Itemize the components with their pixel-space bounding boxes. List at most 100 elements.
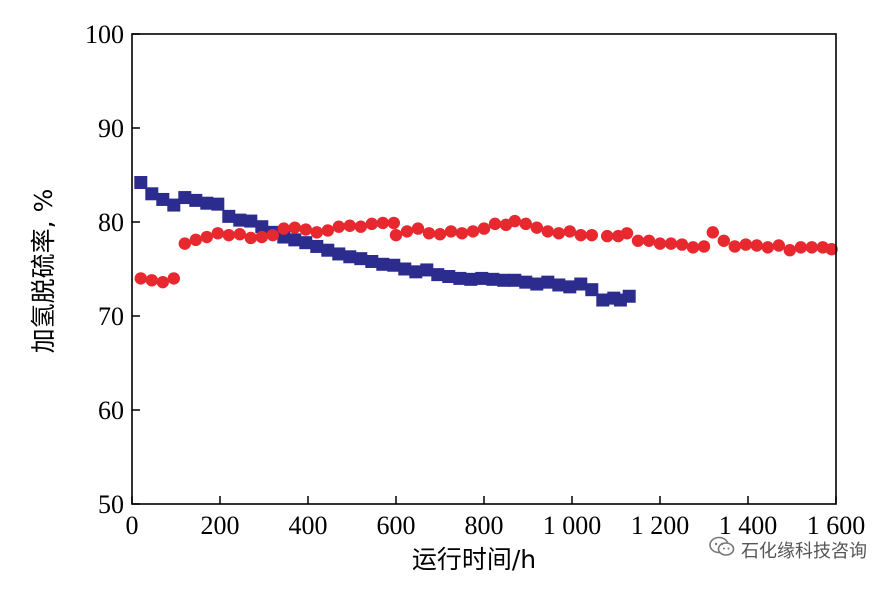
circle-point [585,228,598,242]
x-tick-label: 600 [377,511,416,540]
circle-point [211,227,224,240]
x-axis-label: 运行时间/h [412,545,536,574]
circle-point [825,243,838,256]
square-point [244,214,258,228]
square-point [387,258,401,272]
square-point [343,250,357,264]
square-point [156,192,170,206]
square-point [178,191,192,205]
circle-point [739,238,752,251]
square-point [420,263,434,277]
circle-point [332,220,345,233]
square-point [442,270,456,284]
square-point [622,289,636,303]
circle-point [653,237,667,250]
watermark: 石化缘科技咨询 [709,536,867,563]
circle-point [686,241,700,254]
y-tick-label: 80 [98,208,124,237]
circle-point [530,221,543,234]
circle-point [310,226,323,239]
y-tick-label: 100 [85,20,124,49]
y-tick-label: 50 [98,490,124,519]
x-tick-label: 1 200 [631,511,690,540]
axis-ticks [131,33,837,505]
square-point [321,243,335,257]
square-point [134,176,148,190]
circle-point [552,227,565,240]
circle-point [794,241,807,254]
y-axis-label: 加氢脱硫率, % [29,189,58,354]
x-tick-label: 1 600 [807,511,866,540]
circle-point [411,222,425,235]
square-point [310,239,324,253]
square-point [354,252,368,266]
circle-point [343,219,356,232]
square-point [211,197,225,211]
plot-frame [131,33,837,505]
circle-point [156,275,169,289]
square-point [145,187,159,201]
circle-point [541,225,554,238]
series-2 [134,214,838,289]
circle-point [288,221,301,234]
circle-point [728,240,741,253]
square-point [200,196,214,210]
circle-point [145,274,158,287]
data-points [134,176,838,307]
circle-point [805,241,818,254]
circle-point [200,230,213,244]
wechat-icon [709,536,735,563]
square-point [431,268,445,282]
circle-point [266,228,279,242]
circle-point [433,228,447,241]
circle-point [387,216,400,230]
square-point [365,254,379,268]
circle-point [244,231,257,245]
circle-point [477,222,491,235]
x-tick-label: 200 [201,511,240,540]
circle-point [376,216,389,230]
square-point [585,283,599,297]
circle-point [299,223,312,236]
square-point [552,278,566,292]
circle-point [488,217,502,231]
square-point [530,277,544,291]
circle-point [717,234,730,247]
square-point [519,275,533,289]
circle-point [466,225,480,238]
circle-point [631,234,645,247]
y-tick-label: 60 [98,396,124,425]
square-point [486,272,500,286]
square-point [299,236,313,250]
circle-point [601,229,614,243]
circle-point [574,228,587,242]
circle-point [134,272,147,285]
square-point [233,213,247,227]
circle-point [750,239,763,252]
circle-point [389,228,403,242]
square-point [222,209,236,223]
square-point [189,193,203,207]
circle-point [675,238,689,251]
circle-point [761,241,774,254]
y-tick-label: 90 [98,114,124,143]
x-tick-label: 800 [465,511,504,540]
circle-point [222,228,235,242]
circle-point [620,227,634,240]
circle-point [354,220,367,233]
circle-point [772,239,785,252]
y-tick-label: 70 [98,302,124,331]
x-tick-label: 1 000 [543,511,602,540]
square-point [475,271,489,285]
circle-point [167,272,180,285]
square-point [167,198,181,212]
square-point [497,273,511,287]
circle-point [277,222,290,235]
x-tick-label: 400 [289,511,328,540]
square-point [541,275,555,289]
x-tick-label: 1 400 [719,511,778,540]
square-point [508,273,522,287]
circle-point [455,227,469,240]
circle-point [255,230,268,244]
